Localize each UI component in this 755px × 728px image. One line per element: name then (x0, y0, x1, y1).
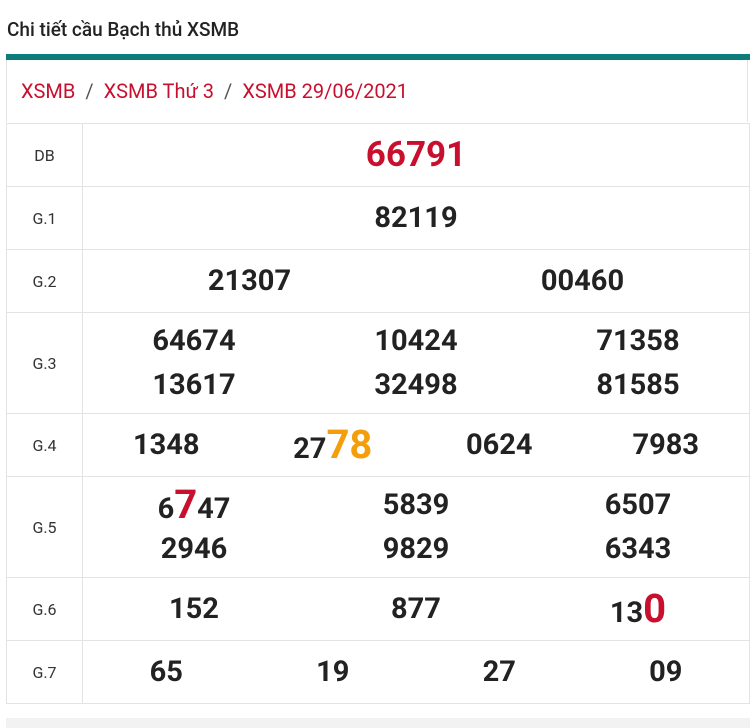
prize-row: DB 66791 (6, 124, 750, 187)
prize-label: G.2 (7, 250, 83, 312)
breadcrumb-separator: / (85, 79, 94, 103)
breadcrumb-link[interactable]: XSMB 29/06/2021 (242, 79, 409, 103)
prize-number: 21307 (207, 264, 292, 298)
prize-row: G.2 21307 00460 (6, 250, 750, 313)
prize-row: G.4 1348 27 78 0624 7983 (6, 414, 750, 477)
highlighted-digits: 0 (643, 585, 667, 632)
number-part: 6 (157, 492, 175, 526)
prize-label: G.1 (7, 187, 83, 249)
results-table: DB 66791 G.1 82119 G.2 21307 00460 G.3 64674 1042… (6, 123, 750, 704)
breadcrumb-link[interactable]: XSMB Thứ 3 (103, 79, 215, 103)
prize-number: 5839 (382, 488, 450, 522)
prize-number: 10424 (374, 324, 458, 358)
prize-label: G.7 (7, 641, 83, 703)
prize-row: G.7 65 19 27 09 (6, 641, 750, 704)
number-part: 13 (609, 596, 644, 630)
breadcrumb-separator: / (224, 79, 233, 103)
prize-number: 71358 (596, 324, 680, 358)
prize-row: G.5 6 7 47 5839 6507 2946 9829 6343 (6, 477, 750, 578)
breadcrumb-link[interactable]: XSMB (21, 79, 76, 103)
number-part: 27 (293, 432, 327, 466)
prize-number: 6507 (604, 488, 672, 522)
prize-number: 6 7 47 (83, 483, 305, 527)
prize-number: 09 (649, 655, 683, 689)
prize-number: 66791 (365, 134, 467, 175)
highlighted-digits: 7 (174, 481, 198, 528)
prize-number: 81585 (596, 368, 680, 402)
prize-number: 13617 (152, 368, 236, 402)
prize-number: 64674 (152, 324, 236, 358)
prize-row: G.6 152 877 13 0 (6, 578, 750, 641)
prize-row: G.3 64674 10424 71358 13617 32498 81585 (6, 313, 750, 414)
prize-label: G.6 (7, 578, 83, 640)
prize-number: 1348 (132, 428, 200, 462)
prize-number: 00460 (540, 264, 625, 298)
prize-number: 0624 (465, 428, 533, 462)
prize-values: 64674 10424 71358 13617 32498 81585 (83, 313, 749, 413)
prize-number: 152 (169, 592, 219, 626)
prize-values: 1348 27 78 0624 7983 (83, 414, 749, 476)
prize-number: 13 0 (527, 587, 749, 631)
prize-number: 27 78 (250, 423, 417, 467)
prize-number: 32498 (374, 368, 458, 402)
prize-values: 66791 (83, 124, 749, 186)
prize-label: G.3 (7, 313, 83, 413)
prize-number: 877 (391, 592, 441, 626)
prize-number: 9829 (382, 532, 450, 566)
prize-values: 82119 (83, 187, 749, 249)
number-part: 47 (197, 492, 231, 526)
prize-label: G.4 (7, 414, 83, 476)
highlighted-digits: 78 (326, 421, 373, 468)
prize-values: 6 7 47 5839 6507 2946 9829 6343 (83, 477, 749, 577)
breadcrumb: XSMB / XSMB Thứ 3 / XSMB 29/06/2021 (6, 60, 748, 122)
footer-strip (6, 718, 750, 728)
prize-row: G.1 82119 (6, 187, 750, 250)
prize-number: 65 (149, 655, 183, 689)
title-bar (6, 54, 750, 60)
prize-number: 7983 (632, 428, 700, 462)
page-title: Chi tiết cầu Bạch thủ XSMB (7, 18, 240, 41)
prize-number: 82119 (374, 201, 458, 235)
prize-number: 27 (482, 655, 516, 689)
prize-number: 2946 (160, 532, 228, 566)
prize-label: G.5 (7, 477, 83, 577)
prize-number: 19 (316, 655, 350, 689)
prize-label: DB (7, 124, 83, 186)
prize-values: 152 877 13 0 (83, 578, 749, 640)
prize-values: 65 19 27 09 (83, 641, 749, 703)
prize-values: 21307 00460 (83, 250, 749, 312)
prize-number: 6343 (604, 532, 672, 566)
